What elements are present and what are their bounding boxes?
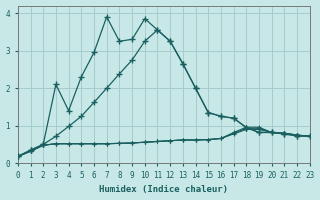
X-axis label: Humidex (Indice chaleur): Humidex (Indice chaleur) <box>99 185 228 194</box>
